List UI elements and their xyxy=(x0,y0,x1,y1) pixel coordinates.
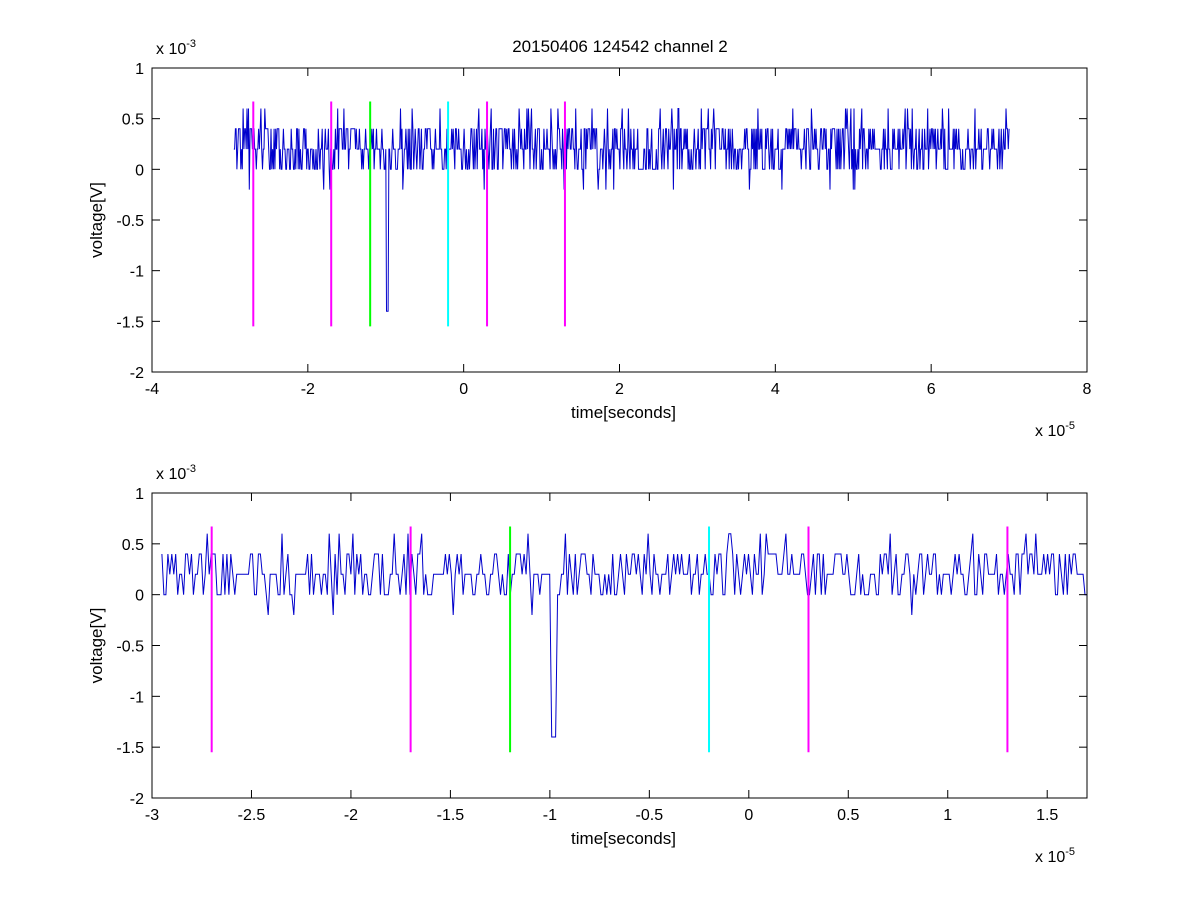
x-axis-label: time[seconds] xyxy=(571,403,676,422)
y-tick-label: -0.5 xyxy=(116,639,144,656)
x-exponent-label: x 10-5 xyxy=(1035,846,1075,866)
y-tick-label: 0 xyxy=(135,162,144,179)
y-tick-label: -2 xyxy=(130,791,144,808)
top-plot: -4 -2 0 2 4 6 8-2-1.5-1-0.500.51time[seconds]v… xyxy=(87,38,1092,440)
x-exponent-label: x 10-5 xyxy=(1035,420,1075,440)
axes-box xyxy=(151,67,1088,373)
y-exponent-label: x 10-3 xyxy=(156,38,196,58)
x-tick-label: 6 xyxy=(927,381,936,398)
x-tick-label: -0.5 xyxy=(636,807,664,824)
y-tick-label: -1.5 xyxy=(116,314,144,331)
x-tick-label: -1 xyxy=(543,807,557,824)
y-tick-label: -1.5 xyxy=(116,740,144,757)
y-tick-label: 0.5 xyxy=(122,537,144,554)
y-tick-label: 0.5 xyxy=(122,112,144,129)
x-tick-label: 8 xyxy=(1083,381,1092,398)
x-tick-label: -2.5 xyxy=(238,807,266,824)
x-tick-label: 2 xyxy=(615,381,624,398)
x-tick-label: 0.5 xyxy=(837,807,859,824)
x-tick-label: 0 xyxy=(459,381,468,398)
y-tick-label: -1 xyxy=(130,264,144,281)
x-tick-label: -2 xyxy=(344,807,358,824)
x-tick-label: -1.5 xyxy=(437,807,465,824)
y-axis-label: voltage[V] xyxy=(87,182,106,258)
y-axis-label: voltage[V] xyxy=(87,608,106,684)
signal-trace xyxy=(233,108,1010,312)
bottom-plot: -3 -2.5 -2 -1.5 -1 -0.5 0 0.5 1 1.5 -2 -1.5 -1 -0.5 0 0… xyxy=(87,463,1088,866)
x-tick-label: -2 xyxy=(301,381,315,398)
x-axis-label: time[seconds] xyxy=(571,829,676,848)
x-tick-label: 1.5 xyxy=(1036,807,1058,824)
y-tick-label: -2 xyxy=(130,365,144,382)
y-exponent-label: x 10-3 xyxy=(156,463,196,483)
x-tick-label: -4 xyxy=(145,381,159,398)
y-tick-label: 1 xyxy=(135,486,144,503)
y-tick-label: -0.5 xyxy=(116,213,144,230)
x-tick-label: 1 xyxy=(943,807,952,824)
y-tick-label: -1 xyxy=(130,689,144,706)
y-tick-label: 1 xyxy=(135,61,144,78)
y-tick-label: 0 xyxy=(135,588,144,605)
figure-title: 20150406 124542 channel 2 xyxy=(512,37,728,56)
x-tick-label: -3 xyxy=(145,807,159,824)
axes-box xyxy=(151,492,1088,799)
x-tick-label: 0 xyxy=(744,807,753,824)
x-tick-label: 4 xyxy=(771,381,780,398)
signal-trace xyxy=(161,533,1087,738)
